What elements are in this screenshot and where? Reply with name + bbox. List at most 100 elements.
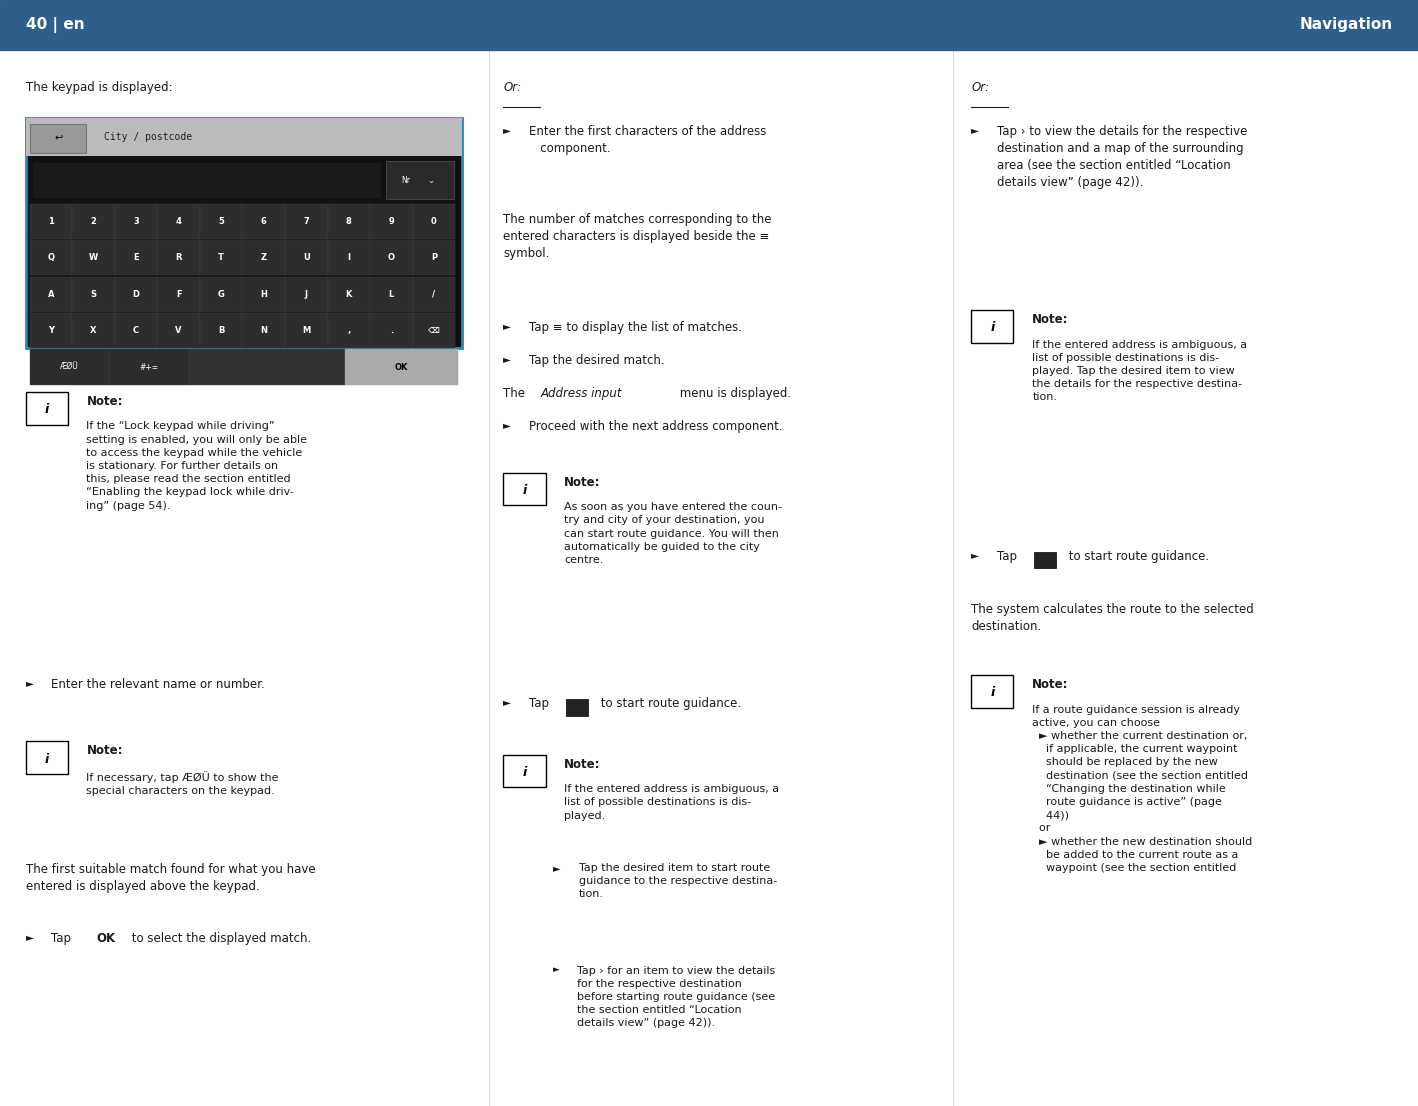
- FancyBboxPatch shape: [413, 204, 455, 239]
- Text: If the “Lock keypad while driving”
setting is enabled, you will only be able
to : If the “Lock keypad while driving” setti…: [86, 421, 308, 511]
- Text: OK: OK: [96, 932, 115, 946]
- FancyBboxPatch shape: [26, 118, 462, 348]
- Text: U: U: [303, 253, 309, 262]
- FancyBboxPatch shape: [503, 754, 546, 787]
- Text: J: J: [305, 290, 308, 299]
- Text: ►: ►: [503, 354, 512, 364]
- Text: ►: ►: [553, 966, 560, 974]
- Text: ÆØÜ: ÆØÜ: [60, 363, 79, 372]
- Text: The keypad is displayed:: The keypad is displayed:: [26, 81, 172, 94]
- FancyBboxPatch shape: [328, 204, 370, 239]
- FancyBboxPatch shape: [328, 313, 370, 348]
- FancyBboxPatch shape: [115, 240, 157, 275]
- Text: I: I: [347, 253, 350, 262]
- FancyBboxPatch shape: [157, 240, 200, 275]
- Text: 3: 3: [133, 217, 139, 226]
- FancyBboxPatch shape: [30, 124, 86, 153]
- Text: L: L: [389, 290, 394, 299]
- Text: Tap the desired item to start route
guidance to the respective destina-
tion.: Tap the desired item to start route guid…: [579, 863, 777, 899]
- Text: The: The: [503, 387, 529, 400]
- FancyBboxPatch shape: [72, 313, 115, 348]
- FancyBboxPatch shape: [26, 392, 68, 425]
- Text: menu is displayed.: menu is displayed.: [676, 387, 791, 400]
- Text: ►: ►: [971, 125, 980, 135]
- Text: Tap: Tap: [997, 550, 1021, 563]
- FancyBboxPatch shape: [328, 276, 370, 312]
- Text: P: P: [431, 253, 437, 262]
- Text: H: H: [261, 290, 267, 299]
- Text: A: A: [48, 290, 54, 299]
- FancyBboxPatch shape: [200, 276, 242, 312]
- FancyBboxPatch shape: [72, 204, 115, 239]
- Text: 1: 1: [48, 217, 54, 226]
- Text: ,: ,: [347, 326, 350, 335]
- Text: ↩: ↩: [54, 133, 62, 144]
- Text: M: M: [302, 326, 311, 335]
- FancyBboxPatch shape: [115, 313, 157, 348]
- Text: W: W: [89, 253, 98, 262]
- FancyBboxPatch shape: [345, 349, 458, 385]
- FancyBboxPatch shape: [370, 313, 413, 348]
- FancyBboxPatch shape: [370, 240, 413, 275]
- Text: V: V: [176, 326, 182, 335]
- Text: Note:: Note:: [1032, 678, 1069, 691]
- FancyBboxPatch shape: [242, 313, 285, 348]
- FancyBboxPatch shape: [370, 204, 413, 239]
- FancyBboxPatch shape: [30, 240, 72, 275]
- Text: ►: ►: [971, 550, 980, 560]
- FancyBboxPatch shape: [328, 240, 370, 275]
- FancyBboxPatch shape: [26, 118, 462, 156]
- Text: Note:: Note:: [564, 758, 601, 771]
- FancyBboxPatch shape: [285, 204, 328, 239]
- Text: Tap › to view the details for the respective
destination and a map of the surrou: Tap › to view the details for the respec…: [997, 125, 1248, 189]
- Text: ►: ►: [503, 125, 512, 135]
- Text: to start route guidance.: to start route guidance.: [1065, 550, 1210, 563]
- FancyBboxPatch shape: [386, 161, 454, 199]
- Text: i: i: [44, 404, 48, 416]
- FancyBboxPatch shape: [109, 349, 189, 385]
- FancyBboxPatch shape: [30, 313, 72, 348]
- Text: ⌄: ⌄: [428, 176, 434, 185]
- Text: As soon as you have entered the coun-
try and city of your destination, you
can : As soon as you have entered the coun- tr…: [564, 502, 783, 565]
- Text: ►: ►: [503, 697, 512, 707]
- FancyBboxPatch shape: [503, 472, 546, 505]
- Text: Nr: Nr: [401, 176, 410, 185]
- Text: If the entered address is ambiguous, a
list of possible destinations is dis-
pla: If the entered address is ambiguous, a l…: [1032, 340, 1248, 403]
- FancyBboxPatch shape: [33, 163, 381, 198]
- Text: 0: 0: [431, 217, 437, 226]
- Text: .: .: [390, 326, 393, 335]
- Text: Note:: Note:: [1032, 313, 1069, 326]
- Text: to select the displayed match.: to select the displayed match.: [128, 932, 311, 946]
- Text: i: i: [990, 687, 994, 699]
- Text: Enter the first characters of the address
   component.: Enter the first characters of the addres…: [529, 125, 766, 155]
- Text: ►: ►: [503, 420, 512, 430]
- Text: Z: Z: [261, 253, 267, 262]
- Text: ►: ►: [553, 863, 560, 873]
- Text: to start route guidance.: to start route guidance.: [597, 697, 742, 710]
- Text: Or:: Or:: [971, 81, 990, 94]
- Text: 9: 9: [389, 217, 394, 226]
- Bar: [0, 0, 1418, 50]
- Text: Tap: Tap: [51, 932, 75, 946]
- Text: i: i: [522, 766, 526, 779]
- FancyBboxPatch shape: [242, 276, 285, 312]
- Text: Address input: Address input: [540, 387, 621, 400]
- FancyBboxPatch shape: [157, 313, 200, 348]
- Text: 4: 4: [176, 217, 182, 226]
- Text: Tap the desired match.: Tap the desired match.: [529, 354, 665, 367]
- FancyBboxPatch shape: [285, 240, 328, 275]
- Text: Tap › for an item to view the details
for the respective destination
before star: Tap › for an item to view the details fo…: [577, 966, 776, 1029]
- FancyBboxPatch shape: [30, 276, 72, 312]
- Text: If necessary, tap ÆØÜ to show the
special characters on the keypad.: If necessary, tap ÆØÜ to show the specia…: [86, 771, 279, 796]
- FancyBboxPatch shape: [30, 204, 72, 239]
- Text: K: K: [346, 290, 352, 299]
- FancyBboxPatch shape: [72, 276, 115, 312]
- FancyBboxPatch shape: [115, 276, 157, 312]
- Text: The first suitable match found for what you have
entered is displayed above the : The first suitable match found for what …: [26, 863, 315, 893]
- FancyBboxPatch shape: [413, 276, 455, 312]
- FancyBboxPatch shape: [72, 240, 115, 275]
- Text: G: G: [218, 290, 224, 299]
- FancyBboxPatch shape: [242, 204, 285, 239]
- Text: i: i: [522, 484, 526, 497]
- Text: The number of matches corresponding to the
entered characters is displayed besid: The number of matches corresponding to t…: [503, 213, 771, 260]
